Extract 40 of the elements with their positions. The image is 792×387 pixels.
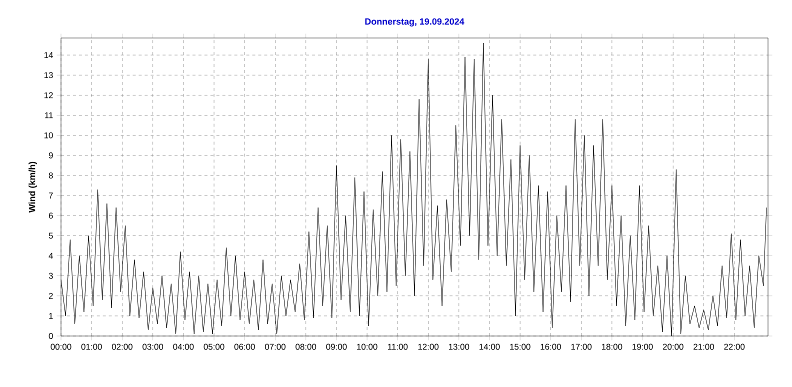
x-tick-label: 06:00 — [234, 344, 255, 350]
y-tick-label: 2 — [48, 292, 53, 299]
x-tick-label: 14:00 — [480, 344, 500, 350]
x-tick-label: 15:00 — [510, 344, 530, 350]
y-tick-label: 11 — [45, 112, 53, 118]
x-tick-label: 21:00 — [694, 344, 714, 350]
x-tick-label: 11:00 — [388, 344, 408, 350]
x-tick-label: 20:00 — [662, 344, 684, 350]
y-tick-label: 10 — [44, 132, 53, 138]
y-tick-label: 4 — [48, 252, 53, 259]
y-tick-label: 7 — [48, 192, 53, 198]
x-tick-label: 04:00 — [173, 344, 194, 350]
x-tick-label: 01:00 — [81, 344, 102, 350]
x-tick-label: 19:00 — [632, 344, 653, 350]
y-tick-label: 8 — [48, 172, 53, 178]
y-tick-label: 6 — [48, 212, 53, 219]
x-tick-label: 00:00 — [50, 344, 72, 350]
chart-title: Donnerstag, 19.09.2024 — [365, 18, 464, 27]
y-tick-label: 1 — [49, 313, 53, 319]
y-tick-label: 9 — [48, 152, 53, 158]
x-tick-label: 10:00 — [357, 344, 378, 350]
x-tick-label: 13:00 — [448, 344, 470, 350]
x-tick-label: 16:00 — [540, 344, 561, 350]
y-tick-label: 3 — [48, 272, 53, 279]
x-tick-label: 05:00 — [204, 344, 224, 350]
x-tick-label: 02:00 — [112, 344, 132, 350]
y-tick-label: 14 — [44, 52, 53, 58]
x-tick-label: 12:00 — [418, 344, 439, 350]
y-tick-label: 13 — [44, 72, 53, 78]
x-tick-label: 03:00 — [142, 344, 164, 350]
y-tick-label: 12 — [44, 92, 53, 98]
x-tick-label: 08:00 — [296, 344, 316, 350]
x-tick-label: 09:00 — [326, 344, 347, 350]
y-tick-label: 5 — [48, 232, 53, 239]
y-tick-label: 0 — [48, 333, 53, 339]
x-tick-label: 18:00 — [602, 344, 622, 350]
x-tick-label: 22:00 — [724, 344, 745, 350]
x-tick-label: 07:00 — [264, 344, 286, 350]
x-tick-label: 17:00 — [571, 344, 592, 350]
y-axis-title: Wind (km/h) — [28, 162, 37, 213]
